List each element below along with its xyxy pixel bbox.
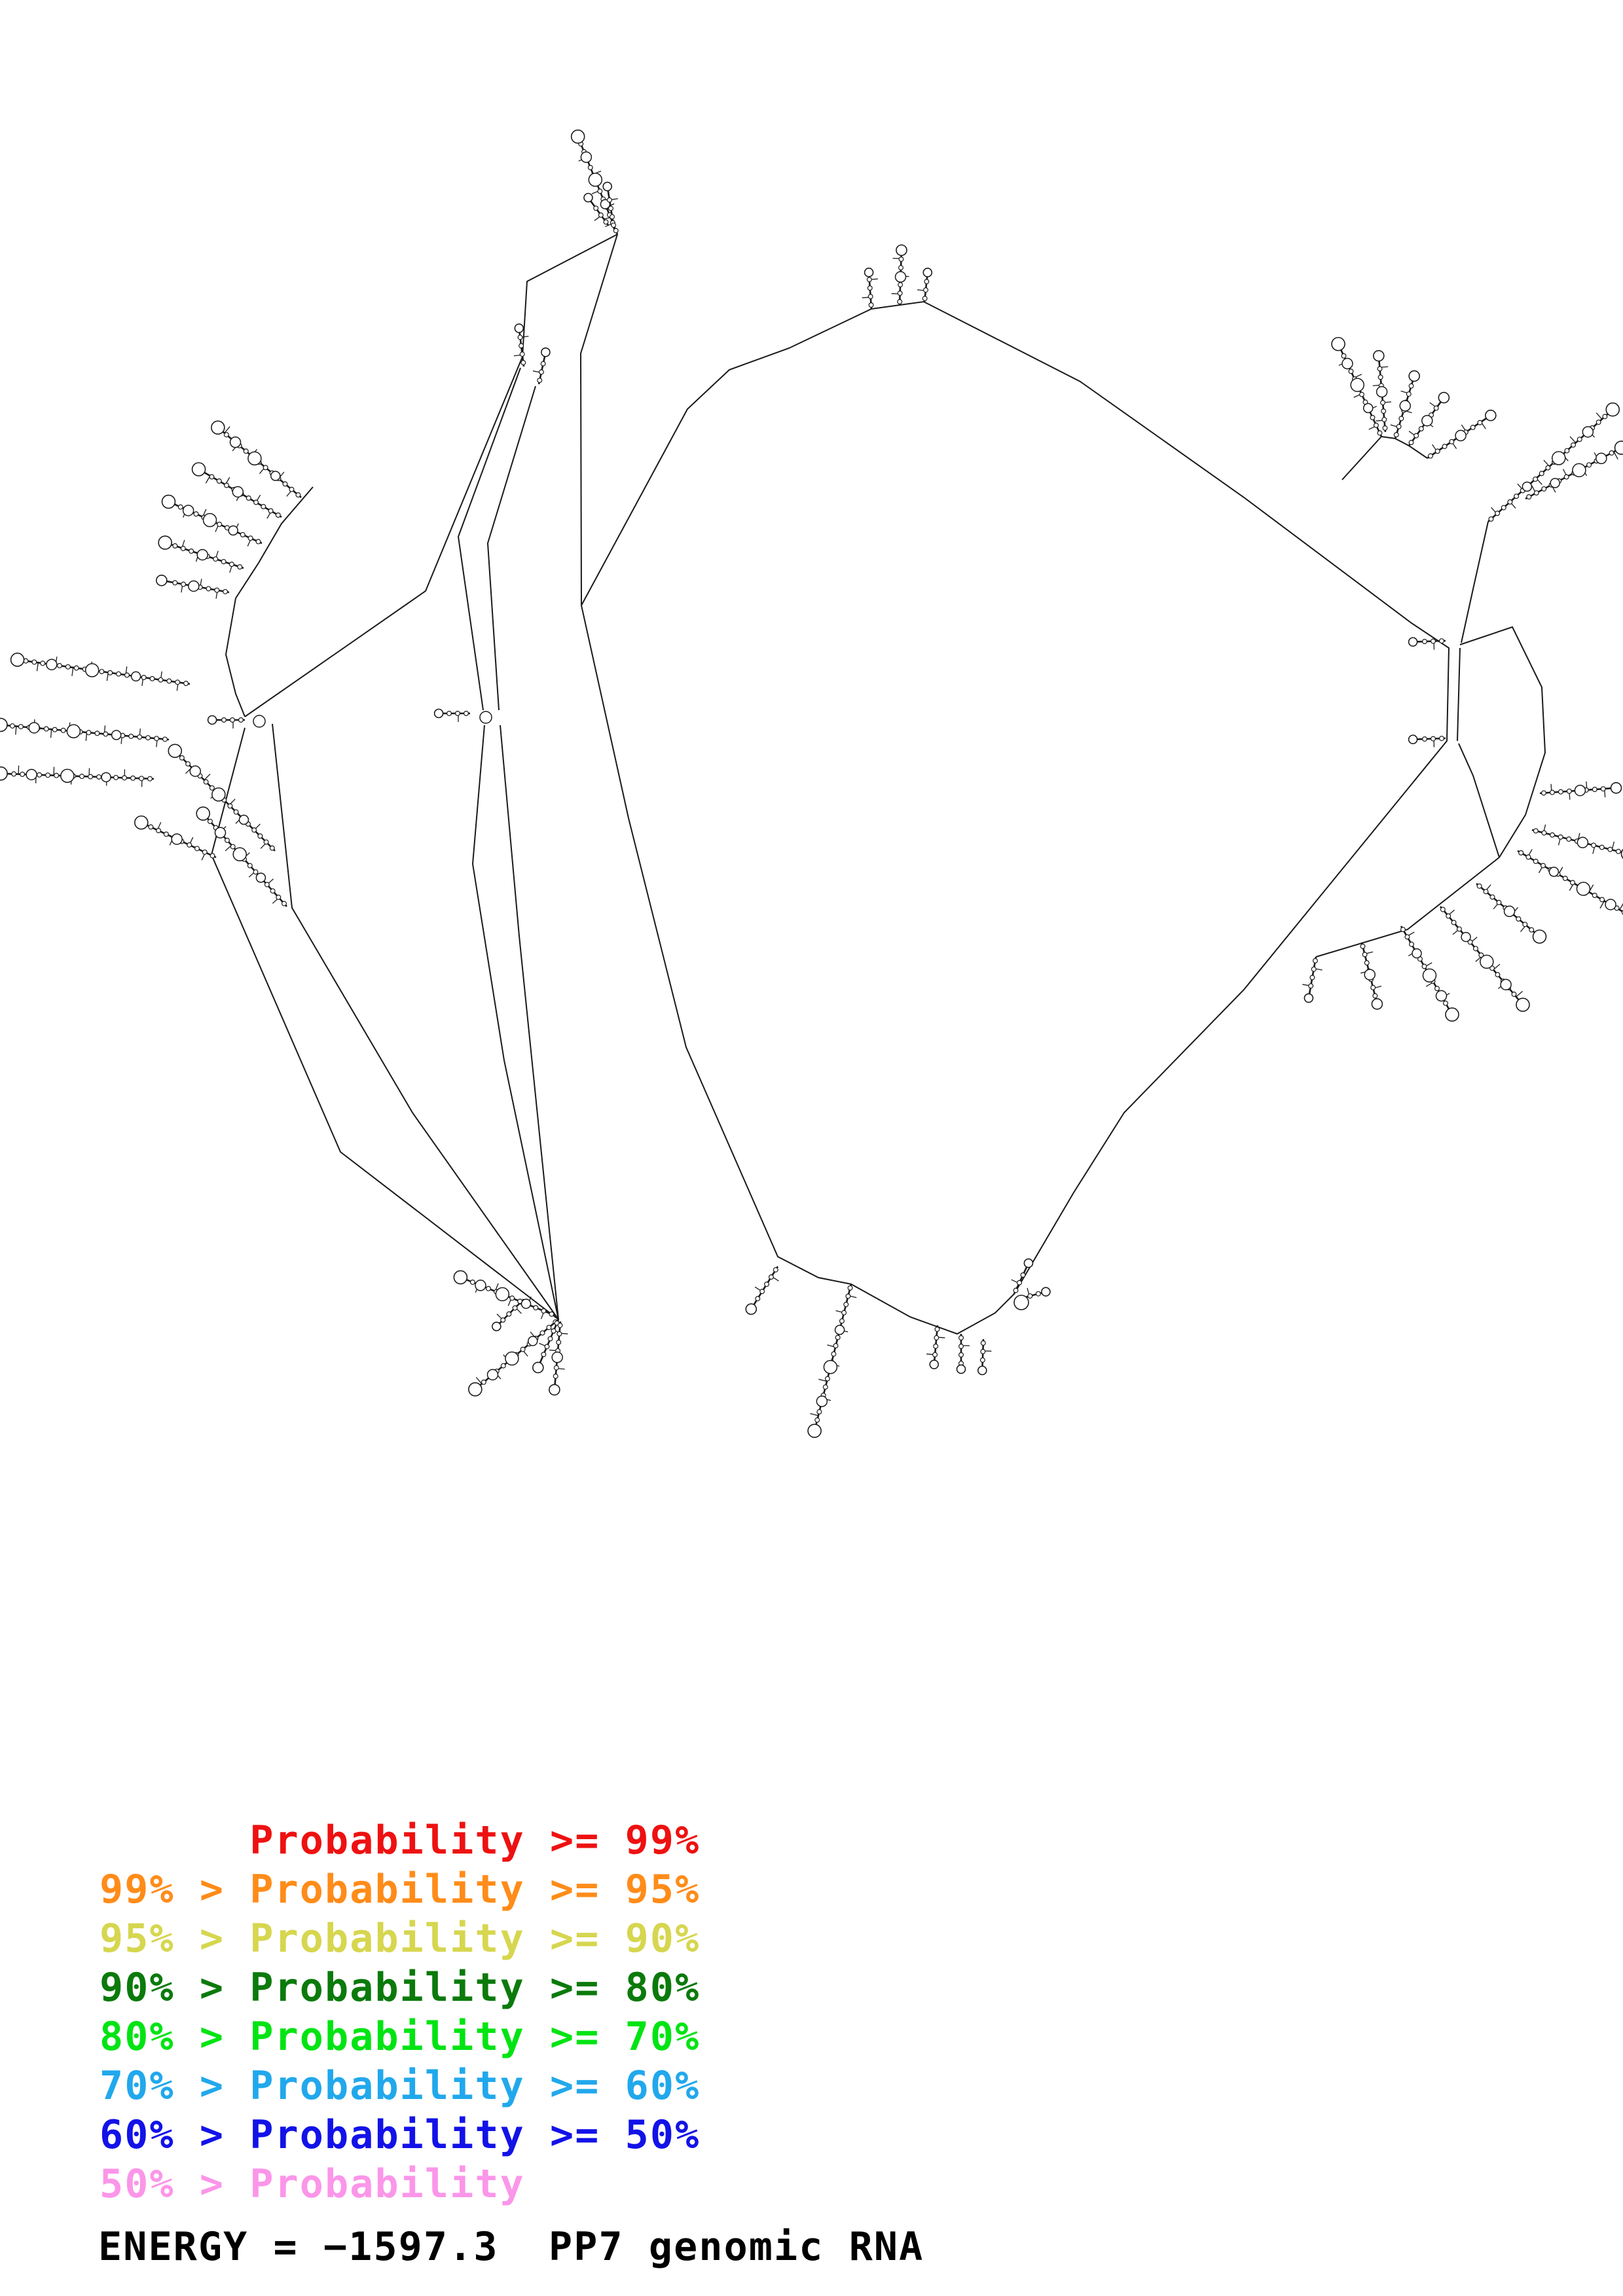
energy-title: ENERGY = −1597.3 PP7 genomic RNA <box>98 2224 924 2270</box>
legend-line-below-50: 50% > Probability <box>100 2161 525 2207</box>
legend-line-95: 99% > Probability >= 95% <box>100 1867 701 1912</box>
legend-line-99: Probability >= 99% <box>100 1818 701 1863</box>
legend-line-90: 95% > Probability >= 90% <box>100 1916 701 1962</box>
legend-line-60: 70% > Probability >= 60% <box>100 2063 701 2109</box>
legend-line-80: 90% > Probability >= 80% <box>100 1965 701 2011</box>
legend-line-70: 80% > Probability >= 70% <box>100 2014 701 2060</box>
legend-line-50: 60% > Probability >= 50% <box>100 2112 701 2158</box>
